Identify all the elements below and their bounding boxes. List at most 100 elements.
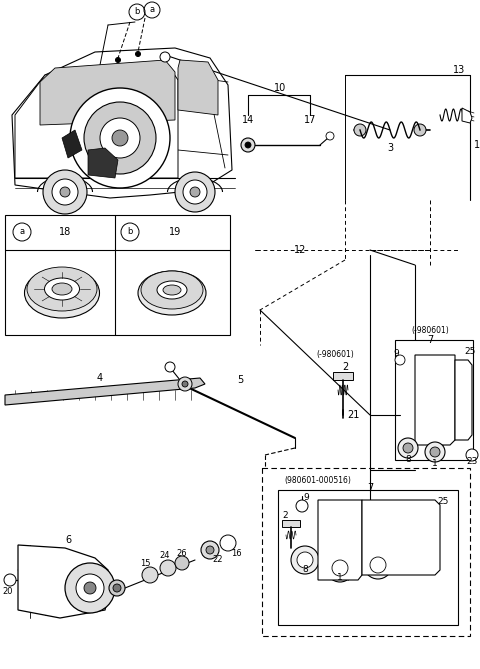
Circle shape <box>135 52 141 56</box>
Circle shape <box>52 179 78 205</box>
Circle shape <box>354 124 366 136</box>
Circle shape <box>84 582 96 594</box>
Text: 4: 4 <box>97 373 103 383</box>
Circle shape <box>297 552 313 568</box>
Circle shape <box>112 130 128 146</box>
Bar <box>5 215 230 335</box>
Text: 9: 9 <box>303 494 309 502</box>
Polygon shape <box>318 500 362 580</box>
Circle shape <box>76 574 104 602</box>
Text: 11: 11 <box>474 140 480 150</box>
Text: 13: 13 <box>453 65 465 75</box>
Circle shape <box>241 138 255 152</box>
Circle shape <box>206 546 214 554</box>
Text: 22: 22 <box>213 555 223 565</box>
Bar <box>278 490 458 625</box>
Text: 9: 9 <box>393 349 399 357</box>
Text: 25: 25 <box>464 347 476 357</box>
Ellipse shape <box>27 267 97 311</box>
Circle shape <box>425 442 445 462</box>
Bar <box>262 468 470 636</box>
Ellipse shape <box>141 271 203 309</box>
Text: 23: 23 <box>466 458 478 466</box>
Circle shape <box>109 580 125 596</box>
Circle shape <box>175 556 189 570</box>
Circle shape <box>291 546 319 574</box>
Polygon shape <box>15 68 178 178</box>
Text: 15: 15 <box>140 559 150 567</box>
Circle shape <box>100 118 140 158</box>
Text: 1: 1 <box>432 460 438 468</box>
Ellipse shape <box>163 285 181 295</box>
Circle shape <box>43 170 87 214</box>
Circle shape <box>245 142 251 148</box>
Circle shape <box>326 132 334 140</box>
Circle shape <box>65 563 115 613</box>
Polygon shape <box>415 355 455 445</box>
Text: a: a <box>149 5 155 15</box>
Ellipse shape <box>138 271 206 315</box>
Circle shape <box>364 551 392 579</box>
Circle shape <box>160 52 170 62</box>
Text: 5: 5 <box>237 375 243 385</box>
Circle shape <box>296 500 308 512</box>
Text: 24: 24 <box>160 551 170 561</box>
Polygon shape <box>62 130 82 158</box>
Text: 16: 16 <box>231 549 241 557</box>
Polygon shape <box>18 545 108 618</box>
Text: 7: 7 <box>427 335 433 345</box>
Circle shape <box>160 560 176 576</box>
Circle shape <box>403 443 413 453</box>
Circle shape <box>201 541 219 559</box>
Text: 18: 18 <box>59 227 71 237</box>
Circle shape <box>175 172 215 212</box>
Circle shape <box>326 554 354 582</box>
Text: b: b <box>127 227 132 237</box>
Text: 10: 10 <box>274 83 286 93</box>
Bar <box>395 340 473 460</box>
Text: 1: 1 <box>337 573 343 583</box>
Circle shape <box>190 187 200 197</box>
Circle shape <box>84 102 156 174</box>
Polygon shape <box>5 378 205 405</box>
Text: 6: 6 <box>65 535 71 545</box>
Text: 26: 26 <box>177 549 187 557</box>
Circle shape <box>370 557 386 573</box>
Circle shape <box>182 381 188 387</box>
Text: 7: 7 <box>367 483 373 493</box>
Text: 21: 21 <box>348 410 360 420</box>
Ellipse shape <box>52 283 72 295</box>
Text: b: b <box>134 7 140 17</box>
Text: 19: 19 <box>169 227 181 237</box>
Circle shape <box>116 58 120 62</box>
Text: 12: 12 <box>294 245 306 255</box>
Circle shape <box>398 438 418 458</box>
Ellipse shape <box>45 278 80 300</box>
Polygon shape <box>455 360 472 440</box>
Polygon shape <box>88 148 118 178</box>
Text: 8: 8 <box>405 456 411 464</box>
Polygon shape <box>362 500 440 575</box>
Text: 2: 2 <box>282 510 288 520</box>
Text: 2: 2 <box>342 362 348 372</box>
Circle shape <box>113 584 121 592</box>
Text: 20: 20 <box>3 587 13 597</box>
Circle shape <box>430 447 440 457</box>
Circle shape <box>165 362 175 372</box>
Circle shape <box>178 377 192 391</box>
Ellipse shape <box>157 281 187 299</box>
Polygon shape <box>462 108 472 123</box>
Circle shape <box>142 567 158 583</box>
Circle shape <box>220 535 236 551</box>
Bar <box>333 372 353 380</box>
Polygon shape <box>178 60 218 115</box>
Circle shape <box>395 355 405 365</box>
Circle shape <box>414 124 426 136</box>
Circle shape <box>70 88 170 188</box>
Text: (980601-000516): (980601-000516) <box>285 476 351 484</box>
Text: 17: 17 <box>304 115 316 125</box>
Text: a: a <box>19 227 24 237</box>
Circle shape <box>4 574 16 586</box>
Circle shape <box>332 560 348 576</box>
Text: (-980601): (-980601) <box>316 351 354 359</box>
